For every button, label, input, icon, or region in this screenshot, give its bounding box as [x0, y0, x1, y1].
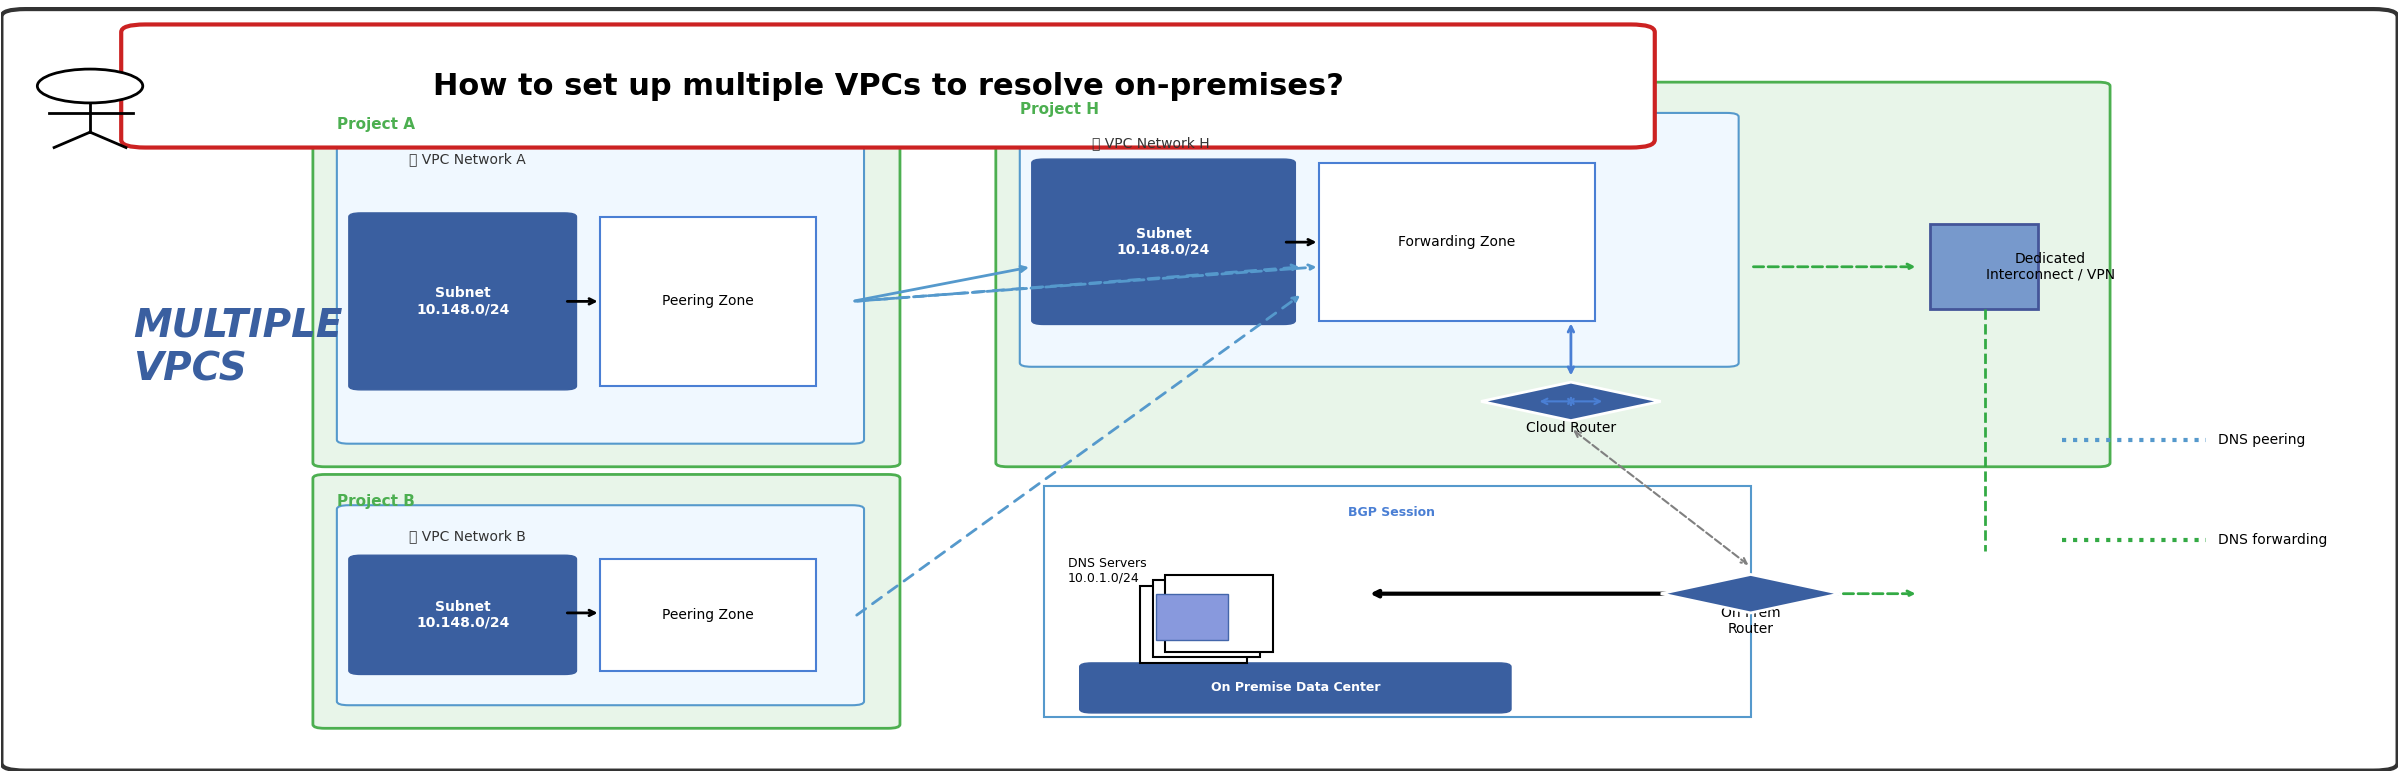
Text: Subnet
10.148.0/24: Subnet 10.148.0/24	[415, 600, 509, 630]
Text: 🔲 VPC Network H: 🔲 VPC Network H	[1092, 137, 1209, 151]
FancyBboxPatch shape	[1152, 581, 1259, 658]
FancyBboxPatch shape	[996, 82, 2111, 467]
FancyBboxPatch shape	[2, 9, 2397, 770]
Text: Peering Zone: Peering Zone	[662, 294, 753, 308]
FancyBboxPatch shape	[122, 25, 1655, 147]
Text: On Prem
Router: On Prem Router	[1720, 605, 1780, 635]
Text: Project A: Project A	[336, 117, 415, 132]
Text: BGP Session: BGP Session	[1348, 506, 1435, 520]
FancyBboxPatch shape	[1140, 586, 1247, 663]
Text: Forwarding Zone: Forwarding Zone	[1399, 235, 1516, 249]
FancyBboxPatch shape	[600, 217, 816, 386]
FancyBboxPatch shape	[336, 128, 864, 444]
Text: Project H: Project H	[1020, 102, 1099, 117]
Text: On Premise Data Center: On Premise Data Center	[1211, 682, 1379, 695]
FancyBboxPatch shape	[336, 505, 864, 706]
FancyBboxPatch shape	[1931, 225, 2039, 309]
FancyBboxPatch shape	[1044, 486, 1751, 716]
FancyBboxPatch shape	[1020, 113, 1739, 367]
Text: Project B: Project B	[336, 494, 415, 509]
Text: MULTIPLE
VPCS: MULTIPLE VPCS	[134, 306, 343, 388]
Text: How to set up multiple VPCs to resolve on-premises?: How to set up multiple VPCs to resolve o…	[432, 72, 1343, 100]
FancyBboxPatch shape	[1080, 663, 1511, 713]
FancyBboxPatch shape	[348, 555, 576, 675]
Text: Cloud Router: Cloud Router	[1526, 422, 1617, 435]
FancyBboxPatch shape	[1032, 159, 1295, 324]
Text: DNS Servers
10.0.1.0/24: DNS Servers 10.0.1.0/24	[1068, 557, 1147, 584]
Text: 🔲 VPC Network B: 🔲 VPC Network B	[408, 529, 525, 543]
Text: Subnet
10.148.0/24: Subnet 10.148.0/24	[1118, 227, 1209, 257]
FancyBboxPatch shape	[1166, 575, 1274, 652]
FancyBboxPatch shape	[348, 213, 576, 390]
Text: 🔲 VPC Network A: 🔲 VPC Network A	[408, 152, 525, 166]
FancyBboxPatch shape	[1319, 163, 1595, 320]
FancyBboxPatch shape	[1156, 594, 1228, 640]
Text: Dedicated
Interconnect / VPN: Dedicated Interconnect / VPN	[1986, 252, 2116, 282]
Text: Subnet
10.148.0/24: Subnet 10.148.0/24	[415, 286, 509, 317]
Text: Peering Zone: Peering Zone	[662, 608, 753, 621]
FancyBboxPatch shape	[312, 97, 900, 467]
FancyBboxPatch shape	[312, 475, 900, 728]
Text: DNS forwarding: DNS forwarding	[2219, 533, 2327, 547]
Circle shape	[38, 69, 144, 103]
Text: DNS peering: DNS peering	[2219, 433, 2305, 447]
Polygon shape	[1660, 574, 1840, 613]
FancyBboxPatch shape	[600, 559, 816, 671]
Polygon shape	[1480, 382, 1660, 421]
